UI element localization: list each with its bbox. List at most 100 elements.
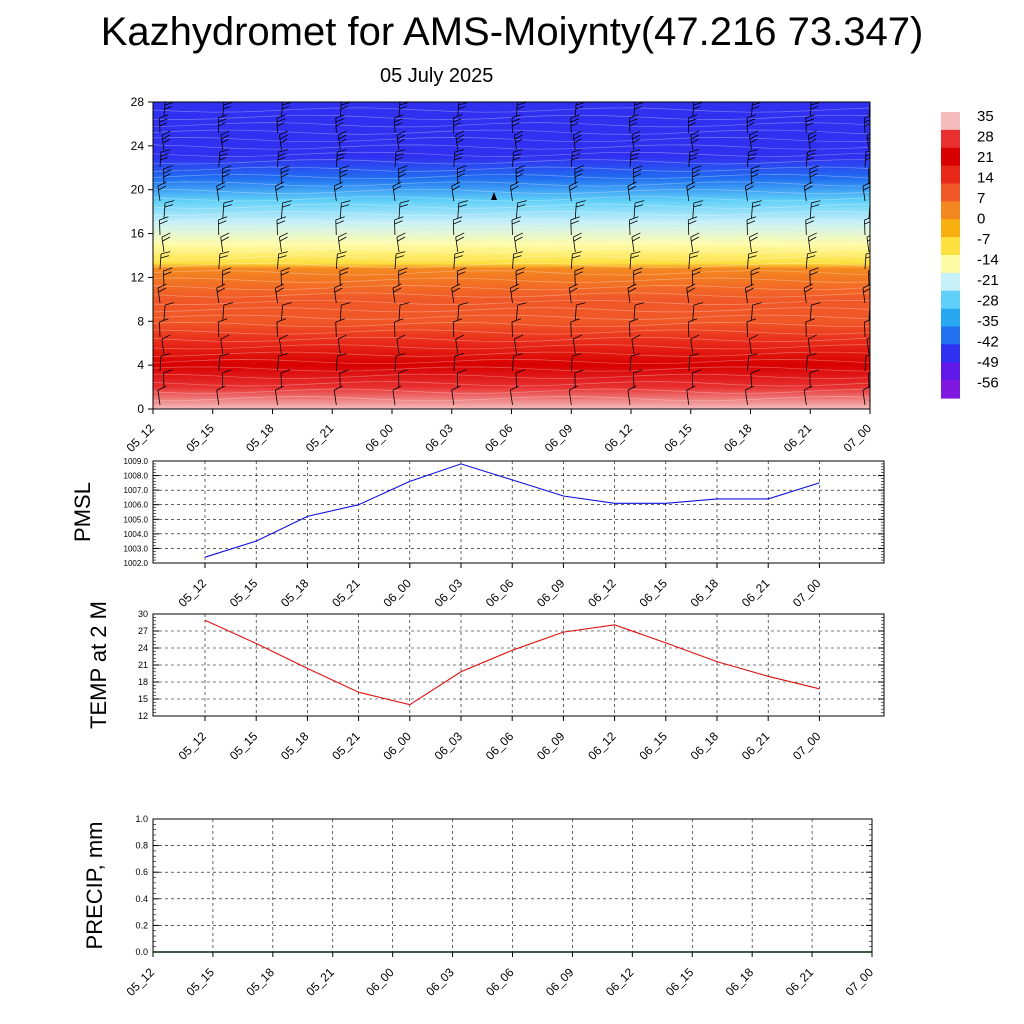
x-tick-label: 06_03 [432,729,466,763]
barb-flag [633,169,642,174]
wind-barb [216,283,226,304]
wind-barb [339,102,350,117]
wind-barb [516,102,526,117]
x-tick-label: 06_03 [423,965,457,999]
wind-barb [809,165,819,185]
barb-staff [688,254,691,270]
barb-flag [752,200,762,204]
barb-staff [809,372,811,389]
barb-flag [515,271,525,276]
barb-flag [806,157,815,161]
barb-flag [217,185,225,191]
barb-flag [686,283,696,289]
barb-flag [689,149,700,153]
wind-barb [335,114,345,134]
wind-barb [337,232,347,253]
barb-flag [223,302,234,306]
contour-line [152,107,871,113]
barb-flag [457,369,467,374]
wind-barb [805,114,815,134]
barb-flag [223,200,234,204]
barb-staff [276,219,278,236]
barb-flag [275,385,285,391]
y-tick-label: 0 [137,402,144,416]
barb-flag [864,118,870,123]
barb-staff [692,203,695,219]
barb-flag [573,232,582,238]
y-tick-label: 1006.0 [124,501,149,510]
wind-barb [394,216,404,236]
barb-flag [456,138,464,144]
barb-staff [279,135,282,151]
wind-barb [746,318,757,338]
wind-barb [452,318,463,338]
wind-barb [339,267,349,287]
barb-staff [864,117,866,134]
barb-flag [394,216,404,221]
barb-staff [747,254,749,270]
barb-staff [868,372,870,389]
barb-flag [164,102,174,106]
barb-staff [339,305,342,321]
barb-staff [809,305,812,321]
wind-barb [452,114,463,134]
wind-barb [279,232,289,253]
barb-staff [805,219,807,236]
panel-frame [152,613,885,717]
barb-staff [216,288,220,304]
barb-flag [868,169,870,174]
barb-staff [809,203,812,219]
barb-flag [275,185,284,191]
wind-barb [220,232,230,253]
barb-flag [865,153,870,157]
wind-barb [866,232,870,253]
barb-flag [336,153,346,157]
barb-staff [218,152,221,168]
barb-staff [807,135,811,151]
barb-staff [629,356,632,372]
barb-flag [864,318,870,323]
wind-barb [805,216,815,236]
barb-flag [280,165,291,170]
barb-staff [516,102,518,117]
barb-staff [510,288,513,304]
barb-staff [631,237,635,253]
barb-flag [516,173,524,178]
wind-barb [751,102,761,117]
wind-barb [805,149,817,168]
barb-flag [279,130,289,136]
barb-flag [745,287,754,293]
barb-staff [279,339,282,355]
barb-staff [807,237,811,253]
barb-staff [687,117,690,134]
x-tick-label: 06_00 [363,421,397,455]
x-tick-label: 06_06 [482,421,516,455]
barb-flag [458,102,467,106]
barb-flag [514,134,523,140]
barb-flag [164,302,175,306]
barb-staff [161,237,165,253]
wind-barb [803,283,813,304]
barb-flag [453,118,462,123]
barb-staff [163,102,166,117]
barb-flag [748,255,757,259]
wind-barb [629,318,639,338]
barb-flag [515,267,526,272]
contour-line [152,196,871,202]
contour-line [152,248,871,254]
wind-barb [629,353,641,372]
barb-staff [568,186,572,202]
wind-barb [809,267,819,287]
chart-date: 05 July 2025 [380,65,494,87]
barb-flag [510,385,520,391]
barb-staff [451,390,455,406]
barb-flag [395,149,406,153]
barb-flag [459,98,468,102]
barb-staff [218,356,221,372]
barb-flag [693,302,704,306]
colorbar-label: -28 [977,293,999,310]
barb-staff [751,305,753,321]
barb-flag [574,271,583,276]
wind-barb [868,200,870,219]
barb-flag [805,122,814,127]
